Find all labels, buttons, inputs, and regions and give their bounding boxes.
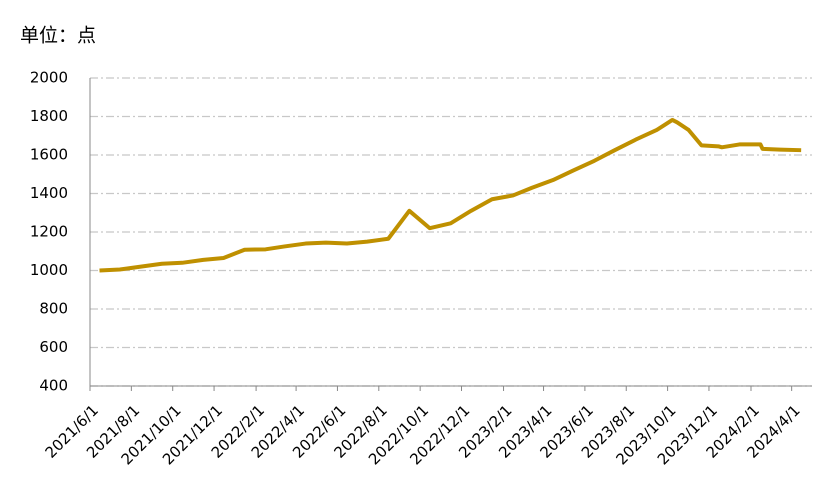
- unit-label: 单位：点: [20, 25, 96, 47]
- y-tick-label: 1000: [30, 261, 68, 279]
- y-tick-label: 600: [39, 338, 68, 356]
- y-tick-label: 400: [39, 377, 68, 395]
- y-tick-label: 2000: [30, 69, 68, 87]
- line: [99, 117, 802, 273]
- y-tick-label: 1600: [30, 146, 68, 164]
- y-tick-label: 800: [39, 300, 68, 318]
- y-tick-label: 1200: [30, 223, 68, 241]
- y-tick-label: 1800: [30, 107, 68, 125]
- y-tick-label: 1400: [30, 184, 68, 202]
